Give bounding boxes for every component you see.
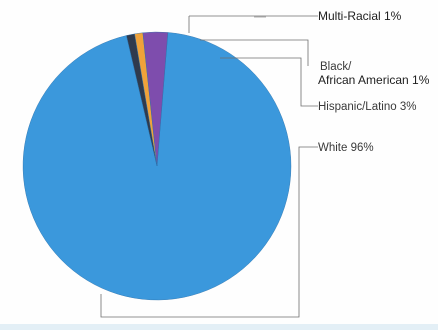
slice-hispanic [142,31,169,167]
label-white: White 96% [318,142,374,154]
leader-lines [100,15,318,318]
leader-white [100,146,318,318]
slice-labels: Multi-Racial 1% Black/ African American … [318,9,430,154]
leader-black [200,39,309,66]
slice-white [22,32,292,301]
label-multi-racial: Multi-Racial 1% [318,9,402,23]
pie-slices [22,31,292,301]
label-black-line1: Black/ [320,61,352,73]
leader-hispanic [220,57,318,107]
bottom-strip [0,324,438,330]
label-hispanic: Hispanic/Latino 3% [318,101,416,113]
label-black-line2: African American 1% [318,73,430,87]
